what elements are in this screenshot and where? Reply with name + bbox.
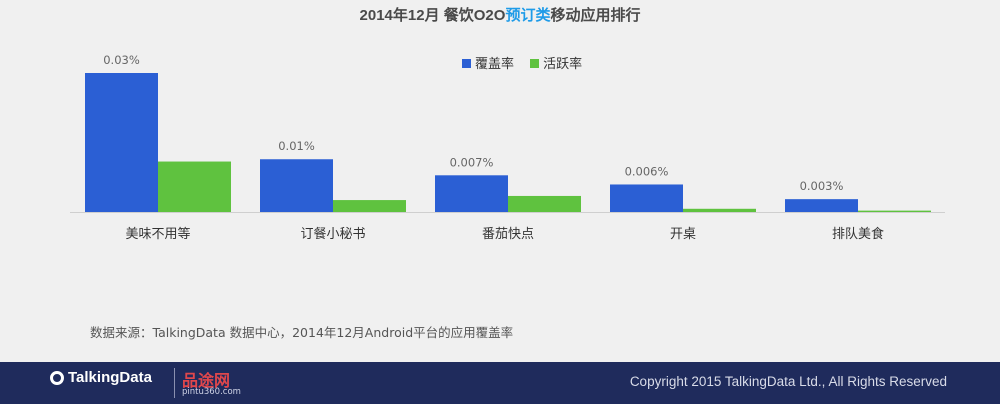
legend-label-active: 活跃率 <box>543 57 583 72</box>
bar-coverage-2 <box>435 175 508 212</box>
chart-legend: 覆盖率 活跃率 <box>462 53 594 72</box>
copyright-text: Copyright 2015 TalkingData Ltd., All Rig… <box>629 374 947 389</box>
source-note: 数据来源：TalkingData 数据中心，2014年12月Android平台的… <box>90 325 514 340</box>
data-label-4: 0.003% <box>800 179 844 193</box>
partner-domain: pintu360.com <box>182 387 241 397</box>
title-suffix: 移动应用排行 <box>550 7 641 24</box>
legend-item-coverage: 覆盖率 <box>462 53 514 72</box>
bar-active-0 <box>158 161 231 212</box>
partner-logo: 品途网 <box>182 371 231 390</box>
category-label-4: 排队美食 <box>832 226 884 242</box>
logo-ring-icon <box>50 371 64 386</box>
legend-item-active: 活跃率 <box>530 53 582 72</box>
legend-swatch-coverage <box>462 59 471 68</box>
category-label-3: 开桌 <box>670 227 696 242</box>
logo-text: TalkingData <box>68 369 152 386</box>
bar-chart: 0.03% 美味不用等 0.01% 订餐小秘书 0.007% 番茄快点 0.006% 开桌 0.… <box>70 53 945 242</box>
footer-bar: TalkingData 品途网 pintu360.com Copyright 2… <box>0 362 1000 404</box>
category-label-1: 订餐小秘书 <box>300 226 365 242</box>
bar-coverage-1 <box>260 159 333 212</box>
data-label-0: 0.03% <box>103 53 140 67</box>
bar-coverage-3 <box>610 184 683 212</box>
title-highlight: 预订类 <box>505 7 551 24</box>
footer-divider <box>174 368 175 398</box>
bar-active-3 <box>683 208 756 212</box>
chart-title: 2014年12月 餐饮O2O预订类移动应用排行 <box>0 4 1000 25</box>
legend-swatch-active <box>530 59 540 68</box>
title-prefix: 2014年12月 餐饮O2O <box>359 7 506 24</box>
category-label-2: 番茄快点 <box>482 227 534 242</box>
bar-active-2 <box>508 195 581 212</box>
talkingdata-logo: TalkingData <box>50 369 152 386</box>
bar-coverage-0 <box>85 73 158 212</box>
data-label-1: 0.01% <box>278 139 315 153</box>
bar-coverage-4 <box>785 199 858 212</box>
legend-label-coverage: 覆盖率 <box>475 57 515 72</box>
data-label-2: 0.007% <box>450 155 494 169</box>
bar-active-4 <box>858 210 931 212</box>
data-label-3: 0.006% <box>625 164 669 178</box>
category-label-0: 美味不用等 <box>125 226 190 242</box>
bar-active-1 <box>333 200 406 212</box>
